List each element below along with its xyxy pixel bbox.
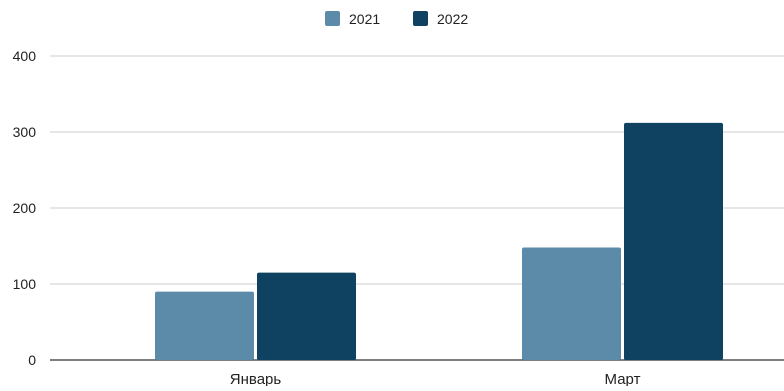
bar-2021-Январь <box>155 291 254 360</box>
x-tick-label: Март <box>605 371 641 386</box>
chart-legend: 2021 2022 <box>325 11 468 27</box>
y-axis-ticks: 0 100 200 300 400 <box>13 48 37 368</box>
y-tick-label: 100 <box>13 276 37 292</box>
legend-swatch-2021 <box>325 11 340 26</box>
legend-label: 2022 <box>437 11 468 27</box>
y-tick-label: 400 <box>13 48 37 64</box>
bar-2022-Январь <box>257 272 356 360</box>
bar-2021-Март <box>522 247 621 360</box>
y-tick-label: 200 <box>13 200 37 216</box>
y-tick-label: 300 <box>13 124 37 140</box>
bar-2022-Март <box>624 122 723 360</box>
legend-swatch-2022 <box>413 11 428 26</box>
legend-label: 2021 <box>349 11 380 27</box>
x-axis-ticks: Январь Март <box>230 371 641 388</box>
x-tick-label: Январь <box>230 371 282 386</box>
bars <box>155 122 723 360</box>
y-tick-label: 0 <box>28 352 36 368</box>
